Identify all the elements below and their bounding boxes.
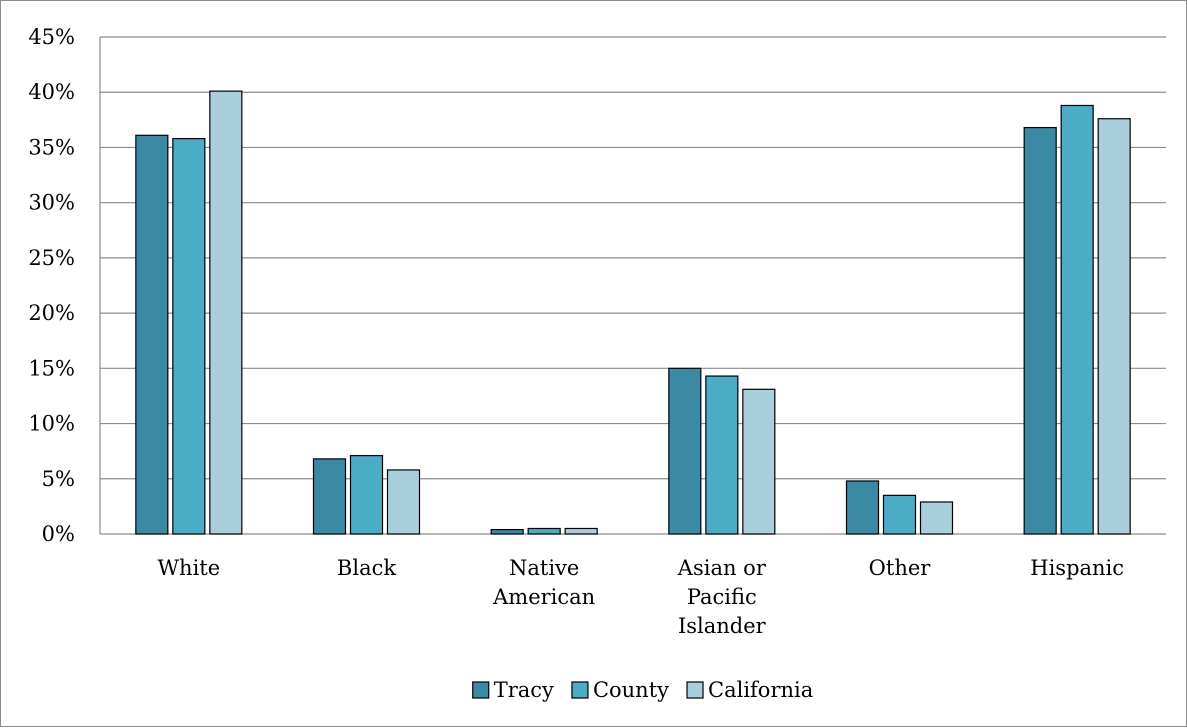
bar-tracy-2	[490, 528, 524, 535]
y-tick-label: 20%	[28, 301, 75, 325]
legend-swatch-tracy	[472, 681, 490, 699]
bar-county-4	[882, 494, 917, 535]
bar-county-1	[349, 454, 384, 535]
bar-california-2	[564, 527, 598, 535]
bar-california-3	[742, 388, 776, 535]
bar-california-0	[209, 90, 243, 535]
category-label: Native	[509, 556, 579, 580]
legend: Tracy County California	[472, 678, 813, 702]
bar-county-2	[527, 527, 561, 535]
category-label: Black	[337, 556, 396, 580]
legend-swatch-california	[686, 681, 704, 699]
y-tick-label: 30%	[28, 191, 75, 215]
category-label: Other	[869, 556, 932, 580]
legend-swatch-county	[571, 681, 589, 699]
legend-label-california: California	[708, 678, 813, 702]
x-axis-category-labels: White Black Native American Asian or Pacific I…	[157, 556, 1124, 638]
y-tick-label: 40%	[28, 80, 75, 104]
y-tick-label: 5%	[42, 467, 75, 491]
bar-tracy-5	[1023, 126, 1057, 535]
bar-tracy-0	[135, 134, 169, 535]
bar-tracy-3	[668, 367, 702, 535]
bar-tracy-1	[312, 458, 347, 535]
bar-county-3	[705, 375, 739, 535]
category-label: White	[157, 556, 220, 580]
bar-tracy-4	[845, 480, 880, 535]
category-label: Asian or	[677, 556, 767, 580]
category-label: American	[492, 585, 595, 609]
bar-california-5	[1097, 118, 1131, 535]
y-tick-label: 35%	[28, 135, 75, 159]
y-tick-label: 25%	[28, 246, 75, 270]
bar-california-4	[919, 501, 954, 535]
y-tick-label: 15%	[28, 356, 75, 380]
category-label: Islander	[678, 614, 767, 638]
y-axis-tick-labels: 0% 5% 10% 15% 20% 25% 30% 35% 40% 45%	[28, 25, 75, 546]
y-tick-label: 10%	[28, 412, 75, 436]
category-label: Pacific	[687, 585, 757, 609]
bars	[135, 90, 1131, 535]
bar-county-5	[1060, 104, 1094, 535]
category-label: Hispanic	[1030, 556, 1124, 580]
y-tick-label: 45%	[28, 25, 75, 49]
y-tick-label: 0%	[42, 522, 75, 546]
bar-california-1	[386, 469, 421, 535]
gridlines	[99, 36, 1166, 535]
legend-label-county: County	[593, 678, 669, 702]
bar-county-0	[172, 138, 206, 535]
legend-label-tracy: Tracy	[494, 678, 554, 702]
